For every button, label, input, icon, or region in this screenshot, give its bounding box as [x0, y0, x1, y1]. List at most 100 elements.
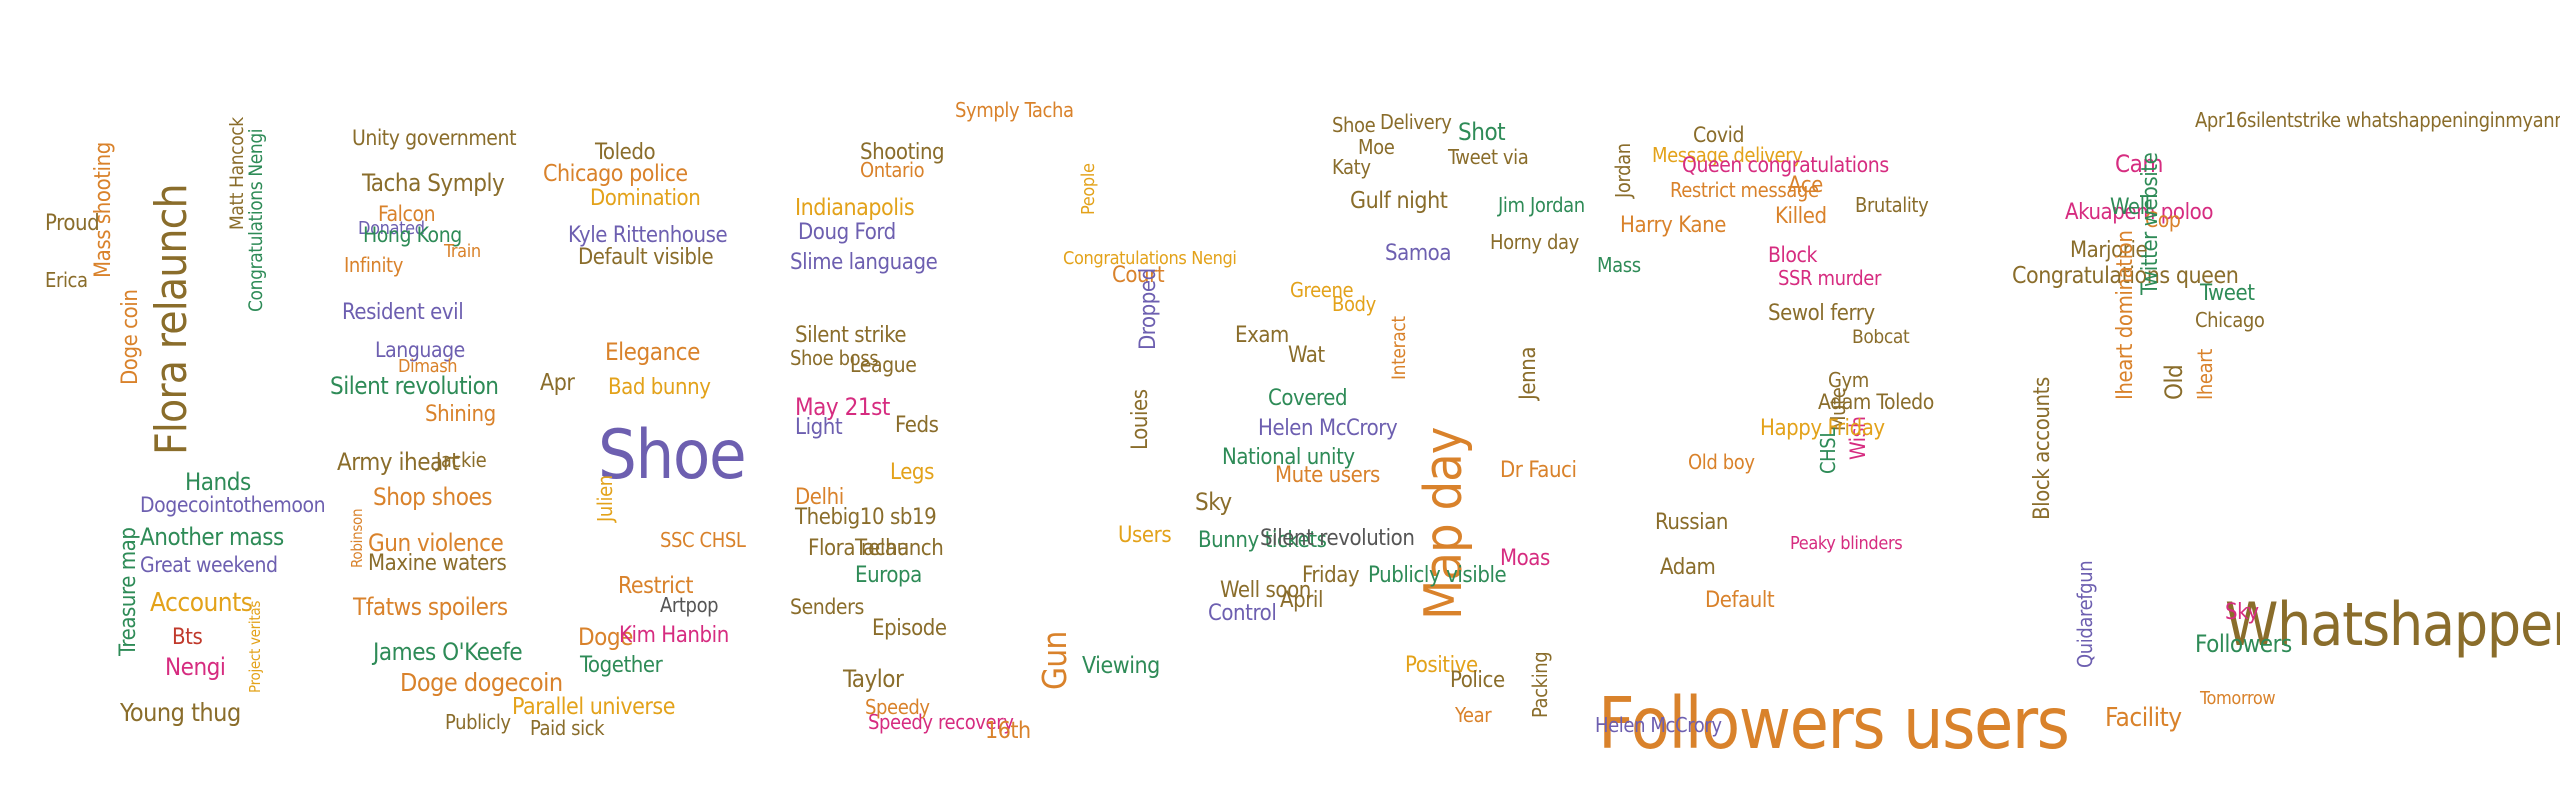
word-96: Samoa	[1385, 241, 1452, 266]
word-87: Users	[1118, 523, 1172, 548]
word-69: Legs	[890, 460, 934, 485]
word-110: Map day	[1414, 427, 1474, 620]
word-50: Doge dogecoin	[400, 668, 563, 697]
word-136: Sewol ferry	[1768, 301, 1875, 326]
word-72: Flora relaunch	[808, 536, 944, 561]
word-12: Accounts	[150, 588, 253, 618]
word-112: Silent revolution	[1260, 526, 1415, 551]
word-86: Louies	[1128, 389, 1153, 450]
word-71: Thebig10 sb19	[795, 505, 937, 530]
word-8: Dogecointothemoon	[140, 493, 326, 517]
word-18: Toledo	[595, 140, 656, 165]
word-160: Chicago	[2195, 308, 2265, 332]
word-11: Treasure map	[116, 527, 141, 656]
word-17: Unity government	[352, 126, 517, 150]
word-161: Old	[2160, 364, 2188, 400]
word-163: Iheart	[2193, 349, 2217, 400]
word-111: Bunny tickets	[1198, 528, 1327, 553]
word-142: Happy Friday	[1760, 416, 1885, 441]
word-58: Shooting	[860, 140, 945, 165]
word-116: April	[1280, 588, 1324, 613]
word-92: Moe	[1358, 135, 1395, 159]
word-60: Indianapolis	[795, 195, 915, 221]
word-40: Gun violence	[368, 529, 504, 557]
word-23: Donated	[358, 218, 425, 239]
word-56: Robinson	[348, 508, 366, 568]
word-151: Apr16silentstrike whatshappeninginmyanma…	[2195, 108, 2560, 132]
word-156: Marjorie	[2070, 238, 2148, 263]
word-57: Symply Tacha	[955, 98, 1074, 122]
word-148: Default	[1705, 588, 1775, 613]
word-13: Bts	[172, 625, 203, 650]
word-150: Helen McCrory	[1595, 713, 1722, 737]
word-31: Dimash	[398, 356, 458, 377]
word-89: Shoe	[1332, 113, 1376, 137]
word-165: Quidarefgun	[2073, 560, 2097, 668]
word-25: Kyle Rittenhouse	[568, 223, 728, 248]
word-143: CHSL	[1816, 428, 1840, 474]
word-94: Katy	[1332, 155, 1371, 179]
word-130: Harry Kane	[1620, 213, 1726, 238]
word-84: Court	[1112, 263, 1165, 288]
word-78: Speedy	[865, 695, 930, 719]
word-34: Bad bunny	[608, 375, 711, 400]
word-131: Killed	[1775, 204, 1827, 229]
word-9: Another mass	[140, 523, 284, 551]
word-155: Cop	[2145, 208, 2181, 232]
word-45: Doge	[578, 623, 633, 651]
word-124: Message delivery	[1652, 143, 1803, 167]
word-144: Old boy	[1688, 450, 1755, 474]
word-103: Covered	[1268, 386, 1348, 411]
word-154: Well	[2110, 195, 2150, 220]
word-129: Ace	[1788, 173, 1823, 198]
word-118: Dr Fauci	[1500, 458, 1577, 483]
word-153: Akuapem poloo	[2065, 200, 2213, 225]
word-168: Followers	[2195, 630, 2292, 658]
word-99: Greene	[1290, 278, 1354, 302]
word-73: Tacha	[855, 536, 909, 561]
word-147: Peaky blinders	[1790, 533, 1903, 554]
word-117: Control	[1208, 601, 1277, 626]
word-32: Elegance	[605, 338, 700, 366]
word-120: Positive	[1405, 653, 1478, 678]
word-133: Mass	[1597, 253, 1641, 277]
word-7: Hands	[185, 468, 251, 496]
word-132: Brutality	[1855, 193, 1929, 217]
word-135: SSR murder	[1778, 266, 1881, 290]
word-37: Army iheart	[337, 448, 460, 476]
word-113: Friday	[1302, 563, 1360, 588]
word-75: Senders	[790, 595, 864, 619]
word-115: Well soon	[1220, 578, 1311, 603]
word-43: SSC CHSL	[660, 528, 746, 552]
word-63: Silent strike	[795, 323, 907, 348]
word-41: Maxine waters	[368, 551, 507, 576]
word-0: Flora relaunch	[146, 184, 197, 455]
word-38: Jackie	[436, 448, 487, 472]
word-97: Jim Jordan	[1498, 193, 1585, 217]
word-126: Queen congratulations	[1682, 153, 1889, 177]
word-157: Congratulations queen	[2012, 263, 2239, 289]
word-122: Year	[1455, 703, 1492, 727]
word-66: May 21st	[795, 393, 890, 421]
word-21: Domination	[590, 186, 701, 211]
word-3: Erica	[45, 268, 88, 292]
word-2: Proud	[45, 211, 100, 236]
word-24: Hong Kong	[363, 223, 462, 247]
word-106: Helen McCrory	[1258, 416, 1398, 441]
word-68: Feds	[895, 413, 939, 438]
word-105: Jenna	[1516, 346, 1541, 400]
word-44: Tfatws spoilers	[353, 593, 508, 621]
word-164: Block accounts	[2030, 377, 2055, 520]
word-137: Bobcat	[1852, 326, 1910, 348]
word-119: Moas	[1500, 546, 1550, 571]
word-114: Publicly visible	[1368, 563, 1507, 588]
word-29: Resident evil	[342, 300, 464, 325]
word-19: Tacha Symply	[362, 169, 505, 197]
word-152: Cam	[2115, 150, 2163, 178]
word-108: Mute users	[1275, 463, 1380, 488]
word-127: Restrict message	[1670, 178, 1819, 202]
word-26: Default visible	[578, 245, 714, 270]
word-123: Packing	[1528, 651, 1552, 718]
word-14: Nengi	[165, 653, 226, 681]
word-167: Sky	[2225, 600, 2259, 625]
